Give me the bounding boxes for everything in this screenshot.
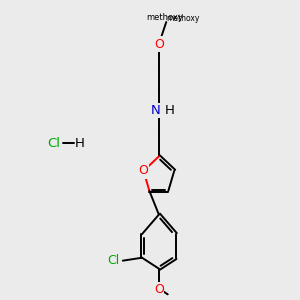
Text: O: O xyxy=(138,164,148,177)
Text: H: H xyxy=(165,104,175,117)
Text: O: O xyxy=(154,283,164,296)
Text: Cl: Cl xyxy=(107,254,119,267)
Text: methoxy: methoxy xyxy=(166,14,200,23)
Text: N: N xyxy=(151,104,161,117)
Text: Cl: Cl xyxy=(47,136,61,150)
Text: O: O xyxy=(154,38,164,51)
Text: methoxy: methoxy xyxy=(146,13,183,22)
Text: H: H xyxy=(75,136,85,150)
